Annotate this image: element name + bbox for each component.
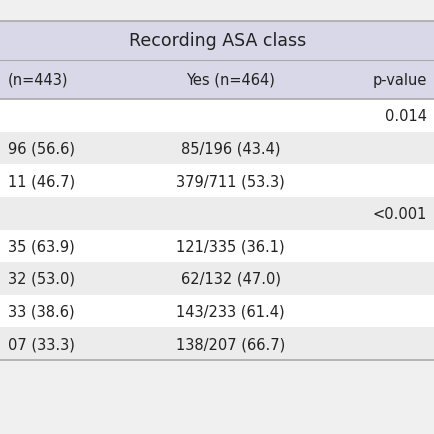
Bar: [0, 197, 143, 230]
Text: 143/233 (61.4): 143/233 (61.4): [176, 304, 284, 319]
Text: 379/711 (53.3): 379/711 (53.3): [176, 174, 284, 189]
Text: 32 (53.0): 32 (53.0): [8, 271, 75, 286]
Bar: [317, 295, 434, 328]
Bar: [0, 328, 143, 360]
Text: 96 (56.6): 96 (56.6): [8, 141, 75, 156]
Bar: [0, 295, 143, 328]
Bar: [0, 61, 143, 100]
Text: 121/335 (36.1): 121/335 (36.1): [176, 239, 284, 254]
Bar: [143, 165, 317, 197]
Text: 62/132 (47.0): 62/132 (47.0): [180, 271, 280, 286]
Text: <0.001: <0.001: [372, 206, 426, 221]
Bar: [0, 165, 143, 197]
Text: 138/207 (66.7): 138/207 (66.7): [175, 336, 285, 352]
Bar: [317, 328, 434, 360]
Bar: [143, 100, 317, 132]
Bar: [143, 263, 317, 295]
Bar: [143, 132, 317, 165]
Text: 07 (33.3): 07 (33.3): [8, 336, 75, 352]
Bar: [317, 197, 434, 230]
Text: 33 (38.6): 33 (38.6): [8, 304, 74, 319]
Bar: [317, 263, 434, 295]
Bar: [143, 328, 317, 360]
Bar: [317, 165, 434, 197]
Text: Yes (n=464): Yes (n=464): [186, 73, 274, 88]
Bar: [0, 263, 143, 295]
Bar: [143, 230, 317, 263]
Text: 0.014: 0.014: [384, 108, 426, 124]
Text: 35 (63.9): 35 (63.9): [8, 239, 74, 254]
Bar: [143, 295, 317, 328]
Bar: [317, 61, 434, 100]
Bar: [317, 230, 434, 263]
Text: 11 (46.7): 11 (46.7): [8, 174, 75, 189]
Bar: [0, 132, 143, 165]
Bar: [143, 197, 317, 230]
Bar: [0, 100, 143, 132]
Bar: [317, 100, 434, 132]
Text: p-value: p-value: [372, 73, 426, 88]
Bar: [143, 61, 317, 100]
Text: (n=443): (n=443): [8, 73, 68, 88]
Bar: [0, 230, 143, 263]
Text: Recording ASA class: Recording ASA class: [128, 32, 306, 50]
Text: 85/196 (43.4): 85/196 (43.4): [181, 141, 279, 156]
Bar: [317, 132, 434, 165]
Bar: [0, 22, 434, 61]
